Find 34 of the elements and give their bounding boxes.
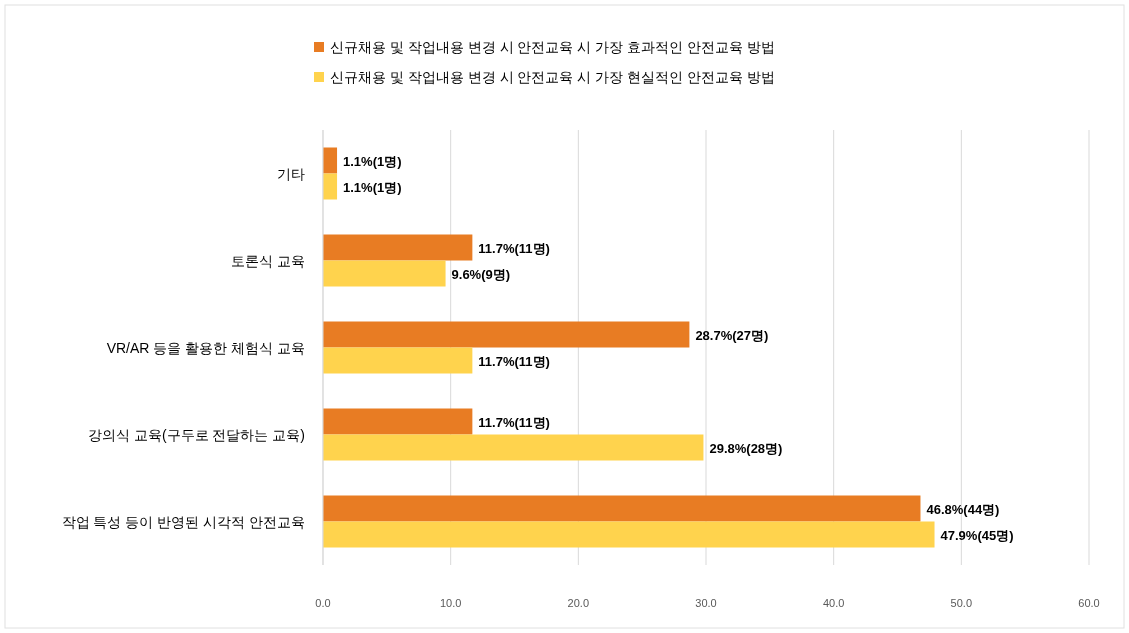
legend-label: 신규채용 및 작업내용 변경 시 안전교육 시 가장 효과적인 안전교육 방법 <box>330 39 775 55</box>
data-label: 1.1%(1명) <box>343 153 402 169</box>
data-label: 11.7%(11명) <box>478 240 550 256</box>
data-label: 11.7%(11명) <box>478 414 550 430</box>
y-tick-label: 작업 특성 등이 반영된 시각적 안전교육 <box>61 513 305 530</box>
data-label: 1.1%(1명) <box>343 179 402 195</box>
bar <box>323 173 338 200</box>
x-tick-label: 30.0 <box>695 597 717 609</box>
bar <box>323 408 473 435</box>
bar <box>323 260 446 287</box>
x-tick-label: 60.0 <box>1078 597 1100 609</box>
data-label: 9.6%(9명) <box>451 266 511 282</box>
x-tick-label: 0.0 <box>315 597 331 609</box>
data-label: 46.8%(44명) <box>926 501 1000 517</box>
data-label: 47.9%(45명) <box>940 527 1014 543</box>
bar <box>323 434 704 461</box>
y-tick-label: 강의식 교육(구두로 전달하는 교육) <box>88 426 305 443</box>
x-tick-label: 10.0 <box>439 597 462 609</box>
bar <box>323 347 473 374</box>
x-tick-label: 50.0 <box>950 597 973 609</box>
bar <box>323 321 690 348</box>
bar <box>323 234 473 261</box>
bar <box>323 521 935 548</box>
data-label: 29.8%(28명) <box>709 440 783 456</box>
y-tick-label: VR/AR 등을 활용한 체험식 교육 <box>106 339 305 356</box>
y-tick-label: 토론식 교육 <box>231 252 305 269</box>
bar <box>323 147 338 174</box>
data-label: 11.7%(11명) <box>478 353 550 369</box>
x-tick-label: 40.0 <box>822 597 845 609</box>
data-label: 28.7%(27명) <box>695 327 769 343</box>
y-tick-label: 기타 <box>277 165 305 182</box>
legend-label: 신규채용 및 작업내용 변경 시 안전교육 시 가장 현실적인 안전교육 방법 <box>330 69 775 85</box>
x-tick-label: 20.0 <box>567 597 590 609</box>
bar <box>323 495 921 522</box>
